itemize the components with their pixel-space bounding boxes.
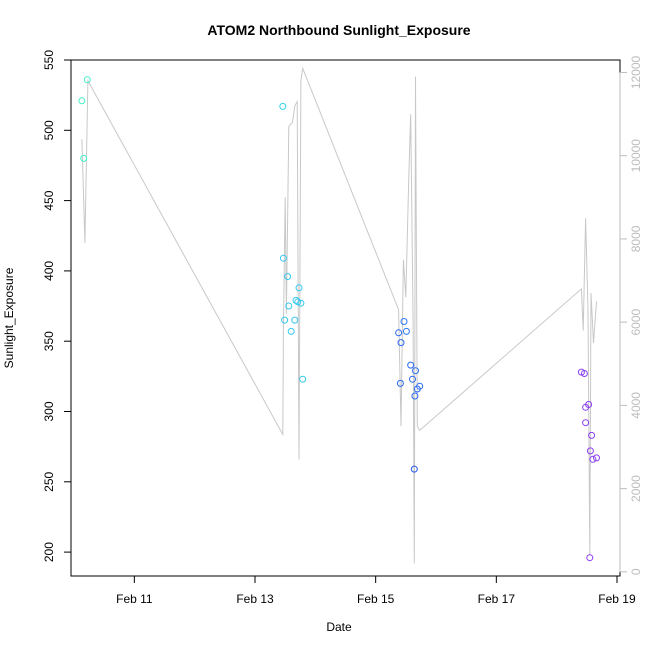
scatter-point: [400, 318, 408, 325]
x-tick-label: Feb 11: [116, 592, 153, 606]
y-tick-label: 400: [42, 261, 56, 281]
x-axis: Feb 11 Feb 13 Feb 15 Feb 17 Feb 19: [116, 576, 636, 606]
x-tick-label: Feb 13: [236, 592, 274, 606]
scatter-point: [395, 329, 403, 337]
y2-tick-label: 10000: [629, 139, 643, 173]
scatter-point: [588, 431, 596, 439]
scatter-point: [279, 254, 287, 262]
secondary-line-layer: [81, 66, 597, 564]
scatter-point: [284, 273, 292, 280]
x-tick-label: Feb 15: [357, 592, 395, 606]
scatter-point: [411, 392, 419, 400]
scatter-point: [407, 361, 415, 369]
scatter-point: [412, 367, 419, 375]
scatter-point: [586, 447, 594, 455]
y-tick-label: 200: [42, 542, 56, 562]
y2-tick-label: 2000: [629, 475, 643, 502]
scatter-point: [287, 327, 295, 335]
y-axis-label: Sunlight_Exposure: [2, 267, 16, 368]
y-axis-left: 200 250 300 350 400 450 500 550: [42, 50, 71, 562]
y-tick-label: 250: [42, 471, 56, 491]
x-tick-label: Feb 19: [598, 592, 636, 606]
scatter-point: [593, 454, 600, 462]
y-tick-label: 300: [42, 401, 56, 421]
y2-tick-label: 0: [629, 568, 643, 575]
scatter-point: [78, 97, 86, 105]
scatter-point: [291, 316, 299, 324]
x-tick-label: Feb 17: [478, 592, 516, 606]
scatter-point: [83, 76, 91, 84]
scatter-point: [279, 102, 287, 110]
scatter-point: [297, 299, 305, 307]
scatter-point: [416, 382, 424, 390]
y-tick-label: 450: [42, 190, 56, 210]
scatter-point: [582, 419, 590, 427]
scatter-point: [410, 465, 418, 473]
scatter-point: [285, 302, 293, 310]
y-tick-label: 350: [42, 331, 56, 351]
secondary-series-line: [81, 66, 597, 564]
scatter-point: [80, 154, 88, 162]
scatter-point: [281, 316, 289, 324]
plot-frame: [70, 59, 621, 577]
scatter-points-layer: [78, 76, 600, 562]
x-axis-label: Date: [326, 620, 352, 634]
scatter-point: [586, 554, 594, 562]
chart-title: ATOM2 Northbound Sunlight_Exposure: [207, 22, 470, 38]
scatter-point: [299, 375, 307, 383]
scatter-point: [295, 284, 303, 292]
scatter-point: [409, 375, 416, 383]
scatter-point: [589, 455, 597, 463]
scatter-point: [397, 339, 405, 347]
y-tick-label: 550: [42, 50, 56, 70]
y2-tick-label: 12000: [629, 55, 643, 89]
y-tick-label: 500: [42, 120, 56, 140]
scatter-point: [580, 370, 588, 377]
y-axis-right: 0 2000 4000 6000 8000 10000 12000: [619, 55, 643, 575]
y2-tick-label: 4000: [629, 392, 643, 419]
scatter-point: [402, 327, 410, 335]
y2-tick-label: 8000: [629, 225, 643, 252]
scatter-point: [585, 401, 593, 408]
scatter-point: [396, 379, 404, 387]
y2-tick-label: 6000: [629, 308, 643, 335]
